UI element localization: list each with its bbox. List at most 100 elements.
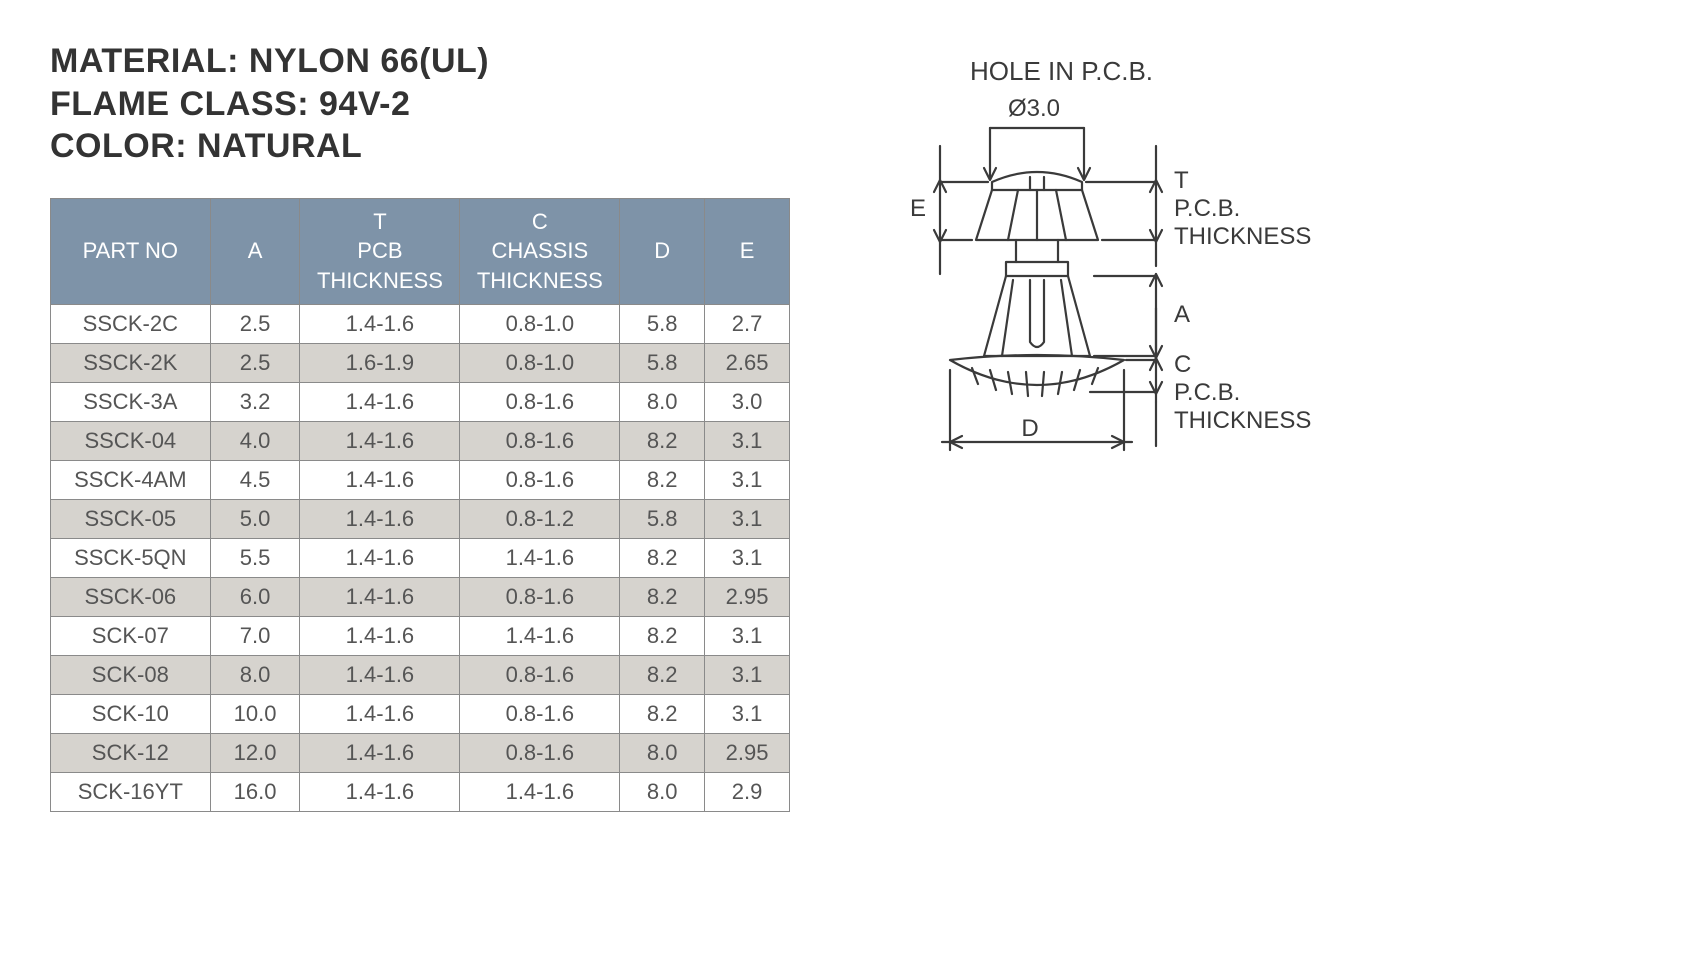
table-cell: 6.0 <box>210 577 300 616</box>
diagram-label-t: T <box>1174 167 1189 194</box>
table-cell: 0.8-1.0 <box>460 343 620 382</box>
table-cell: 8.2 <box>620 460 705 499</box>
table-cell: 1.4-1.6 <box>300 655 460 694</box>
table-cell: 1.4-1.6 <box>300 499 460 538</box>
table-cell: 3.0 <box>705 382 790 421</box>
diagram-label-c-thickness: THICKNESS <box>1174 407 1311 434</box>
table-cell: 1.4-1.6 <box>300 538 460 577</box>
table-cell: 5.5 <box>210 538 300 577</box>
diagram-label-e: E <box>910 195 926 222</box>
table-row: SSCK-4AM4.51.4-1.60.8-1.68.23.1 <box>51 460 790 499</box>
table-cell: 1.4-1.6 <box>300 616 460 655</box>
color-line: COLOR: NATURAL <box>50 125 810 168</box>
col-header: D <box>620 198 705 304</box>
table-cell: 1.4-1.6 <box>300 421 460 460</box>
diagram-label-t-pcb: P.C.B. <box>1174 195 1240 222</box>
material-line: MATERIAL: NYLON 66(UL) <box>50 40 810 83</box>
table-cell: 10.0 <box>210 694 300 733</box>
spec-table-head: PART NOATPCBTHICKNESSCCHASSISTHICKNESSDE <box>51 198 790 304</box>
table-cell: 2.5 <box>210 343 300 382</box>
col-header: A <box>210 198 300 304</box>
table-cell: 8.2 <box>620 616 705 655</box>
diagram-label-t-thickness: THICKNESS <box>1174 223 1311 250</box>
table-cell: 0.8-1.6 <box>460 655 620 694</box>
table-cell: SSCK-5QN <box>51 538 211 577</box>
table-cell: 0.8-1.0 <box>460 304 620 343</box>
table-cell: 3.1 <box>705 460 790 499</box>
table-cell: 0.8-1.2 <box>460 499 620 538</box>
diagram-column: HOLE IN P.C.B. Ø3.0 E T P.C.B. THICKNESS… <box>880 50 1380 495</box>
table-cell: 12.0 <box>210 733 300 772</box>
table-cell: 5.8 <box>620 343 705 382</box>
table-cell: 8.2 <box>620 538 705 577</box>
table-cell: 1.4-1.6 <box>300 460 460 499</box>
table-row: SSCK-055.01.4-1.60.8-1.25.83.1 <box>51 499 790 538</box>
table-cell: 8.0 <box>620 733 705 772</box>
table-cell: SSCK-3A <box>51 382 211 421</box>
table-cell: 0.8-1.6 <box>460 577 620 616</box>
table-cell: 8.0 <box>620 382 705 421</box>
diagram-hole-dia: Ø3.0 <box>1008 95 1060 122</box>
table-cell: 1.4-1.6 <box>300 577 460 616</box>
spec-table-header-row: PART NOATPCBTHICKNESSCCHASSISTHICKNESSDE <box>51 198 790 304</box>
spec-table: PART NOATPCBTHICKNESSCCHASSISTHICKNESSDE… <box>50 198 790 812</box>
table-cell: 3.1 <box>705 694 790 733</box>
flame-class-line: FLAME CLASS: 94V-2 <box>50 83 810 126</box>
table-cell: 2.95 <box>705 577 790 616</box>
table-cell: 2.65 <box>705 343 790 382</box>
col-header: PART NO <box>51 198 211 304</box>
table-cell: 5.8 <box>620 499 705 538</box>
table-cell: 0.8-1.6 <box>460 382 620 421</box>
table-cell: 2.95 <box>705 733 790 772</box>
table-cell: SCK-07 <box>51 616 211 655</box>
spec-header: MATERIAL: NYLON 66(UL) FLAME CLASS: 94V-… <box>50 40 810 168</box>
table-cell: 16.0 <box>210 772 300 811</box>
table-cell: SSCK-4AM <box>51 460 211 499</box>
table-cell: SCK-08 <box>51 655 211 694</box>
table-cell: 4.5 <box>210 460 300 499</box>
table-cell: 1.4-1.6 <box>300 694 460 733</box>
table-cell: 0.8-1.6 <box>460 421 620 460</box>
table-cell: 8.2 <box>620 577 705 616</box>
diagram-label-c: C <box>1174 351 1191 378</box>
table-cell: 1.6-1.9 <box>300 343 460 382</box>
table-cell: 5.8 <box>620 304 705 343</box>
table-row: SCK-088.01.4-1.60.8-1.68.23.1 <box>51 655 790 694</box>
table-row: SCK-077.01.4-1.61.4-1.68.23.1 <box>51 616 790 655</box>
table-cell: 7.0 <box>210 616 300 655</box>
table-cell: 8.2 <box>620 655 705 694</box>
table-cell: 1.4-1.6 <box>460 616 620 655</box>
table-row: SSCK-066.01.4-1.60.8-1.68.22.95 <box>51 577 790 616</box>
col-header: E <box>705 198 790 304</box>
table-cell: SCK-10 <box>51 694 211 733</box>
table-cell: 2.5 <box>210 304 300 343</box>
diagram-title: HOLE IN P.C.B. <box>970 56 1153 86</box>
table-cell: 2.9 <box>705 772 790 811</box>
table-row: SSCK-2C2.51.4-1.60.8-1.05.82.7 <box>51 304 790 343</box>
table-cell: 8.2 <box>620 694 705 733</box>
diagram-label-c-pcb: P.C.B. <box>1174 379 1240 406</box>
table-cell: 3.1 <box>705 499 790 538</box>
table-row: SSCK-2K2.51.6-1.90.8-1.05.82.65 <box>51 343 790 382</box>
table-cell: 3.1 <box>705 655 790 694</box>
table-row: SCK-1010.01.4-1.60.8-1.68.23.1 <box>51 694 790 733</box>
table-cell: 3.1 <box>705 421 790 460</box>
diagram-label-a: A <box>1174 301 1190 328</box>
table-cell: SSCK-06 <box>51 577 211 616</box>
table-cell: SCK-12 <box>51 733 211 772</box>
table-cell: 4.0 <box>210 421 300 460</box>
table-row: SCK-1212.01.4-1.60.8-1.68.02.95 <box>51 733 790 772</box>
part-diagram: HOLE IN P.C.B. Ø3.0 E T P.C.B. THICKNESS… <box>880 50 1380 490</box>
table-cell: 3.2 <box>210 382 300 421</box>
table-row: SSCK-3A3.21.4-1.60.8-1.68.03.0 <box>51 382 790 421</box>
table-cell: 5.0 <box>210 499 300 538</box>
table-cell: SSCK-05 <box>51 499 211 538</box>
table-row: SSCK-5QN5.51.4-1.61.4-1.68.23.1 <box>51 538 790 577</box>
col-header: CCHASSISTHICKNESS <box>460 198 620 304</box>
table-cell: 8.0 <box>620 772 705 811</box>
table-cell: 0.8-1.6 <box>460 733 620 772</box>
table-cell: 1.4-1.6 <box>300 772 460 811</box>
table-cell: 8.2 <box>620 421 705 460</box>
table-cell: 3.1 <box>705 538 790 577</box>
table-cell: 2.7 <box>705 304 790 343</box>
